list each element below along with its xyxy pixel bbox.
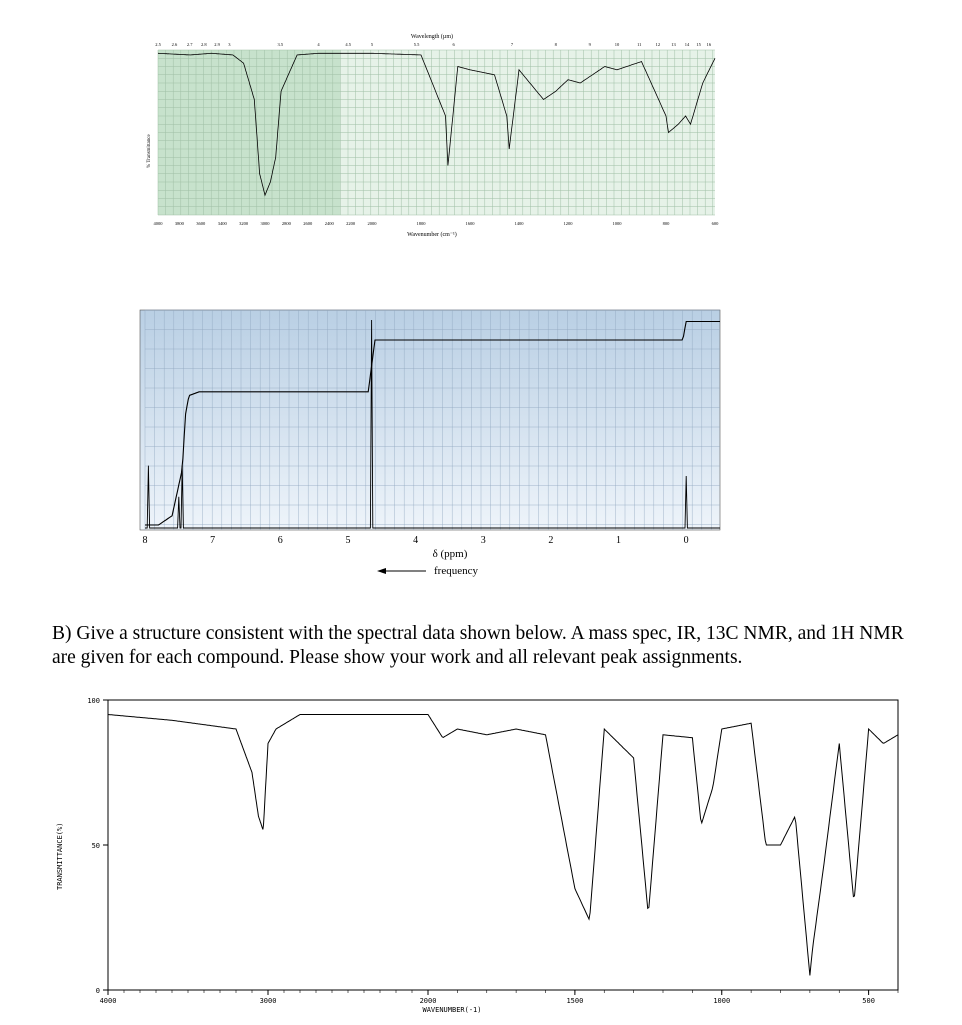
- ir-top-wavenumber-tick: 3800: [175, 221, 185, 226]
- nmr-x-tick: 3: [481, 535, 486, 546]
- ir-top-wavenumber-tick: 3600: [196, 221, 206, 226]
- ir-top-wavelength-tick: 14: [685, 42, 690, 47]
- ir-spectrum-top: Wavelength (µm) 2.5 2.6 2.7 2.8 2.9 3 3.5 4 4.5 5…: [140, 28, 725, 248]
- ir-top-wavelength-tick: 4.5: [345, 42, 351, 47]
- ir-top-wavelength-tick: 7: [511, 42, 514, 47]
- nmr-x-tick: 4: [413, 535, 418, 546]
- ir-top-wavelength-tick: 4: [317, 42, 320, 47]
- ir-spectrum-bottom: 4000 3000 2000 1500 1000 500 100 50 0 WAVENUMBER…: [40, 690, 910, 1020]
- ir-top-wavenumber-tick: 1800: [417, 221, 427, 226]
- ir-top-wavelength-tick: 13: [671, 42, 676, 47]
- nmr-arrowhead-icon: [377, 568, 386, 574]
- ir-top-wavenumber-tick: 2200: [346, 221, 356, 226]
- ir-top-wavelength-tick: 3.5: [277, 42, 283, 47]
- nmr-x-tick: 1: [616, 535, 621, 546]
- nmr-x-tick: 0: [684, 535, 689, 546]
- ir-top-wavelength-tick: 5.5: [414, 42, 420, 47]
- ir-top-wavenumber-tick: 4000: [154, 221, 164, 226]
- nmr-x-tick: 5: [345, 535, 350, 546]
- ir-bottom-x-tick: 4000: [100, 997, 117, 1005]
- nmr-x-tick: 2: [548, 535, 553, 546]
- ir-top-chart: Wavelength (µm) 2.5 2.6 2.7 2.8 2.9 3 3.5 4 4.5 5…: [147, 33, 720, 238]
- ir-bottom-y-tick: 100: [87, 697, 100, 705]
- ir-bottom-x-tick: 500: [862, 997, 875, 1005]
- nmr-spectrum: 8 7 6 5 4 3 2 1 0 δ (ppm) frequency: [130, 300, 730, 590]
- question-text: B) Give a structure consistent with the …: [52, 623, 904, 668]
- ir-top-wavenumber-tick: 1600: [466, 221, 476, 226]
- ir-top-wavelength-tick: 9: [589, 42, 592, 47]
- ir-top-trace: [158, 52, 716, 197]
- ir-bottom-y-tick: 0: [96, 987, 100, 995]
- ir-top-wavenumber-tick: 2400: [325, 221, 335, 226]
- ir-top-wavenumber-tick: 2600: [303, 221, 313, 226]
- ir-top-wavenumber-tick: 2800: [282, 221, 292, 226]
- ir-bottom-x-tick: 3000: [260, 997, 277, 1005]
- ir-top-wavelength-tick: 2.5: [155, 42, 161, 47]
- ir-top-wavenumber-tick: 800: [663, 221, 671, 226]
- ir-top-wavelength-tick: 2.7: [187, 42, 193, 47]
- ir-top-wavelength-tick: 12: [656, 42, 661, 47]
- ir-bottom-x-tick: 1500: [566, 997, 583, 1005]
- nmr-spectrum-trace: [145, 319, 720, 529]
- ir-top-wavelength-tick: 2.8: [201, 42, 207, 47]
- nmr-chart: 8 7 6 5 4 3 2 1 0 δ (ppm) frequency: [139, 309, 721, 577]
- ir-top-wavelength-tick: 2.6: [172, 42, 178, 47]
- ir-bottom-trace: [107, 714, 899, 976]
- nmr-x-tick: 6: [278, 535, 283, 546]
- nmr-integral-trace: [145, 320, 720, 526]
- ir-top-wavenumber-tick: 1200: [564, 221, 574, 226]
- ir-top-wavelength-tick: 5: [371, 42, 374, 47]
- ir-bottom-y-label: TRANSMITTANCE(%): [56, 823, 64, 890]
- ir-top-wavelength-tick: 16: [707, 42, 712, 47]
- ir-top-wavenumber-tick: 3000: [261, 221, 271, 226]
- nmr-x-tick: 7: [210, 535, 215, 546]
- ir-top-y-label: % Transmittance: [147, 133, 152, 168]
- ir-bottom-x-tick: 2000: [420, 997, 437, 1005]
- ir-top-wavelength-tick: 10: [615, 42, 620, 47]
- ir-top-wavelength-tick: 6: [453, 42, 456, 47]
- ir-top-wavelength-tick: 8: [555, 42, 558, 47]
- ir-top-wavelength-tick: 3: [228, 42, 231, 47]
- ir-top-wavenumber-tick: 3200: [239, 221, 249, 226]
- ir-top-wavenumber-tick: 2000: [368, 221, 378, 226]
- ir-bottom-x-tick: 1000: [713, 997, 730, 1005]
- ir-top-wavenumber-label: Wavenumber (cm⁻¹): [407, 231, 457, 238]
- nmr-frequency-label: frequency: [434, 565, 478, 577]
- ir-top-wavenumber-tick: 1400: [515, 221, 525, 226]
- nmr-x-label: δ (ppm): [433, 548, 468, 560]
- ir-top-wavelength-label: Wavelength (µm): [411, 33, 453, 40]
- nmr-x-tick: 8: [143, 535, 148, 546]
- ir-top-wavelength-tick: 15: [696, 42, 701, 47]
- ir-top-wavenumber-tick: 600: [712, 221, 720, 226]
- ir-bottom-x-label: WAVENUMBER(-1): [422, 1006, 481, 1014]
- ir-top-wavenumber-tick: 3400: [218, 221, 228, 226]
- ir-bottom-y-tick: 50: [92, 842, 100, 850]
- ir-top-wavelength-tick: 2.9: [214, 42, 220, 47]
- ir-top-wavenumber-tick: 1000: [613, 221, 623, 226]
- ir-top-wavelength-tick: 11: [637, 42, 641, 47]
